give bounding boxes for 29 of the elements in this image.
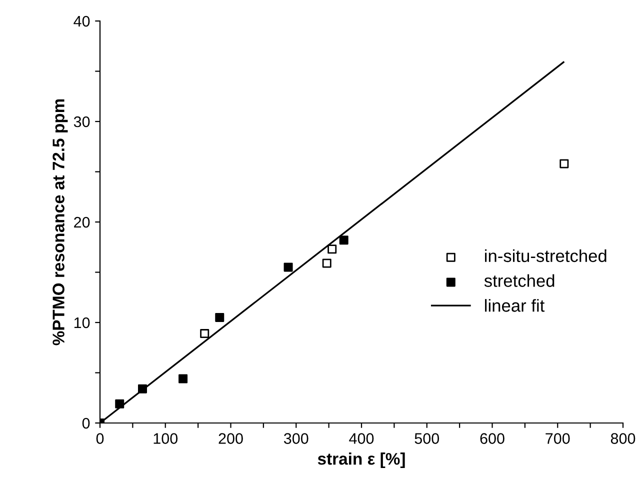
y-tick-label: 10 xyxy=(74,317,90,328)
x-axis-title: strain ε [%] xyxy=(318,452,405,468)
y-tick-label: 30 xyxy=(74,116,90,128)
point xyxy=(215,312,224,322)
point xyxy=(178,374,188,384)
point xyxy=(138,384,147,394)
x-tick-label: 100 xyxy=(154,433,178,444)
point xyxy=(560,159,569,168)
point xyxy=(322,258,332,268)
x-tick-label: 200 xyxy=(218,433,243,444)
y-tick-label: 40 xyxy=(74,16,90,27)
y-tick-label: 20 xyxy=(74,216,90,228)
legend-label: linear fit xyxy=(485,299,545,312)
x-tick-label: 500 xyxy=(414,433,440,444)
point xyxy=(328,244,337,254)
x-tick-label: 400 xyxy=(349,433,374,444)
legend-label: stretched xyxy=(484,274,554,287)
point xyxy=(284,262,293,272)
y-tick-label: 0 xyxy=(82,418,90,429)
point xyxy=(339,236,348,245)
x-tick-label: 800 xyxy=(610,433,636,444)
x-tick-label: 700 xyxy=(546,433,570,444)
x-tick-label: 0 xyxy=(96,433,104,444)
point xyxy=(115,399,124,408)
y-axis-title: %PTMO resonance at 72.5 ppm xyxy=(52,99,68,346)
legend-label: in-situ-stretched xyxy=(485,249,606,262)
point xyxy=(200,329,210,338)
x-tick-label: 300 xyxy=(284,433,308,444)
x-tick-label: 600 xyxy=(480,433,504,444)
